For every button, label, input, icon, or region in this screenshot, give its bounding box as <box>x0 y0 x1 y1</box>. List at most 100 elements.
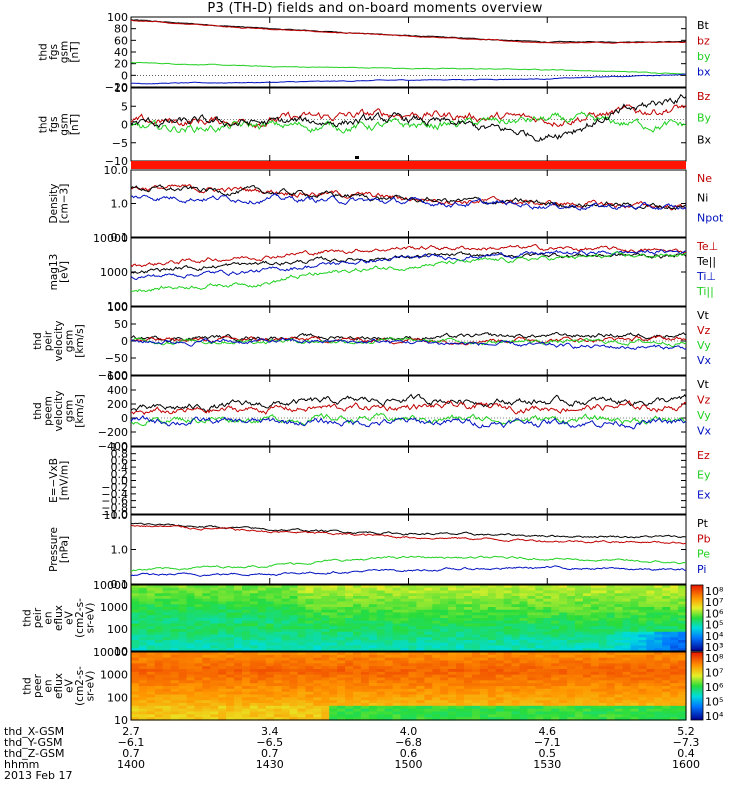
heatmap-cell <box>408 703 418 707</box>
heatmap-cell <box>321 660 330 664</box>
heatmap-cell <box>249 680 259 684</box>
heatmap-cell <box>202 612 211 616</box>
heatmap-cell <box>678 680 687 684</box>
heatmap-cell <box>519 615 529 619</box>
heatmap-cell <box>337 652 346 656</box>
heatmap-cell <box>218 674 227 679</box>
heatmap-cell <box>456 601 465 605</box>
heatmap-cell <box>273 691 283 696</box>
heatmap-cell <box>337 626 346 630</box>
heatmap-cell <box>479 604 489 608</box>
heatmap-cell <box>360 669 370 673</box>
heatmap-cell <box>440 669 449 673</box>
heatmap-cell <box>202 688 211 693</box>
heatmap-cell <box>265 604 275 608</box>
heatmap-cell <box>582 615 592 619</box>
heatmap-cell <box>202 607 211 611</box>
heatmap-cell <box>360 691 370 696</box>
heatmap-cell <box>535 654 544 659</box>
heatmap-cell <box>178 717 188 721</box>
heatmap-cell <box>535 657 544 662</box>
heatmap-cell <box>249 626 259 630</box>
heatmap-cell <box>226 620 235 625</box>
heatmap-cell <box>321 615 330 619</box>
heatmap-cell <box>297 669 307 673</box>
heatmap-cell <box>559 640 568 644</box>
heatmap-cell <box>146 708 156 713</box>
heatmap-cell <box>432 607 441 611</box>
heatmap-cell <box>654 671 663 676</box>
y-tick-label: 10000 <box>93 579 128 592</box>
heatmap-cell <box>567 607 576 611</box>
x-axis-row-label: thd_Y-GSM <box>4 736 63 749</box>
heatmap-cell <box>519 697 529 701</box>
heatmap-cell <box>511 642 521 647</box>
heatmap-cell <box>138 642 148 647</box>
heatmap-cell <box>384 637 394 641</box>
heatmap-cell <box>646 717 655 721</box>
heatmap-cell <box>654 666 663 670</box>
heatmap-cell <box>582 598 592 603</box>
heatmap-cell <box>329 694 338 698</box>
heatmap-cell <box>606 717 616 721</box>
heatmap-cell <box>670 691 679 696</box>
heatmap-cell <box>186 631 196 636</box>
heatmap-cell <box>408 612 418 616</box>
heatmap-cell <box>138 587 148 592</box>
heatmap-cell <box>234 683 243 687</box>
heatmap-cell <box>464 683 473 687</box>
heatmap-cell <box>646 642 655 647</box>
heatmap-cell <box>392 626 402 630</box>
heatmap-cell <box>551 663 560 667</box>
heatmap-cell <box>313 708 322 713</box>
heatmap-cell <box>265 596 275 600</box>
legend-entry: Ti⊥ <box>696 270 716 283</box>
heatmap-cell <box>131 669 140 673</box>
heatmap-cell <box>384 604 394 608</box>
heatmap-cell <box>630 609 640 614</box>
heatmap-cell <box>535 717 544 721</box>
heatmap-cell <box>559 601 568 605</box>
heatmap-cell <box>456 648 465 652</box>
y-axis-label: Pressure <box>48 527 60 572</box>
heatmap-cell <box>329 645 338 649</box>
heatmap-cell <box>202 648 211 652</box>
heatmap-cell <box>471 714 481 718</box>
heatmap-cell <box>670 683 679 687</box>
heatmap-cell <box>638 642 647 647</box>
heatmap-cell <box>146 596 156 600</box>
heatmap-cell <box>360 615 370 619</box>
heatmap-cell <box>582 688 592 693</box>
heatmap-cell <box>479 587 489 592</box>
heatmap-cell <box>638 598 647 603</box>
heatmap-cell <box>202 660 211 664</box>
heatmap-cell <box>471 601 481 605</box>
heatmap-cell <box>313 686 322 690</box>
heatmap-cell <box>479 607 489 611</box>
heatmap-cell <box>543 671 552 676</box>
heatmap-cell <box>353 654 362 659</box>
heatmap-cell <box>479 714 489 718</box>
heatmap-cell <box>678 688 687 693</box>
heatmap-cell <box>194 666 203 670</box>
heatmap-cell <box>448 596 457 600</box>
heatmap-cell <box>376 631 386 636</box>
heatmap-cell <box>630 688 640 693</box>
heatmap-cell <box>456 623 465 627</box>
heatmap-cell <box>471 593 481 597</box>
heatmap-cell <box>265 697 275 701</box>
heatmap-cell <box>630 648 640 652</box>
heatmap-cell <box>511 705 521 710</box>
heatmap-cell <box>202 642 211 647</box>
heatmap-cell <box>464 645 473 649</box>
heatmap-cell <box>511 654 521 659</box>
x-tick-label: 5.2 <box>677 725 695 738</box>
heatmap-cell <box>345 618 354 622</box>
heatmap-cell <box>511 680 521 684</box>
heatmap-cell <box>265 642 275 647</box>
y-tick-label: 0.1 <box>111 231 129 244</box>
heatmap-cell <box>622 593 632 597</box>
heatmap-cell <box>313 609 322 614</box>
heatmap-cell <box>479 596 489 600</box>
heatmap-cell <box>495 694 505 698</box>
